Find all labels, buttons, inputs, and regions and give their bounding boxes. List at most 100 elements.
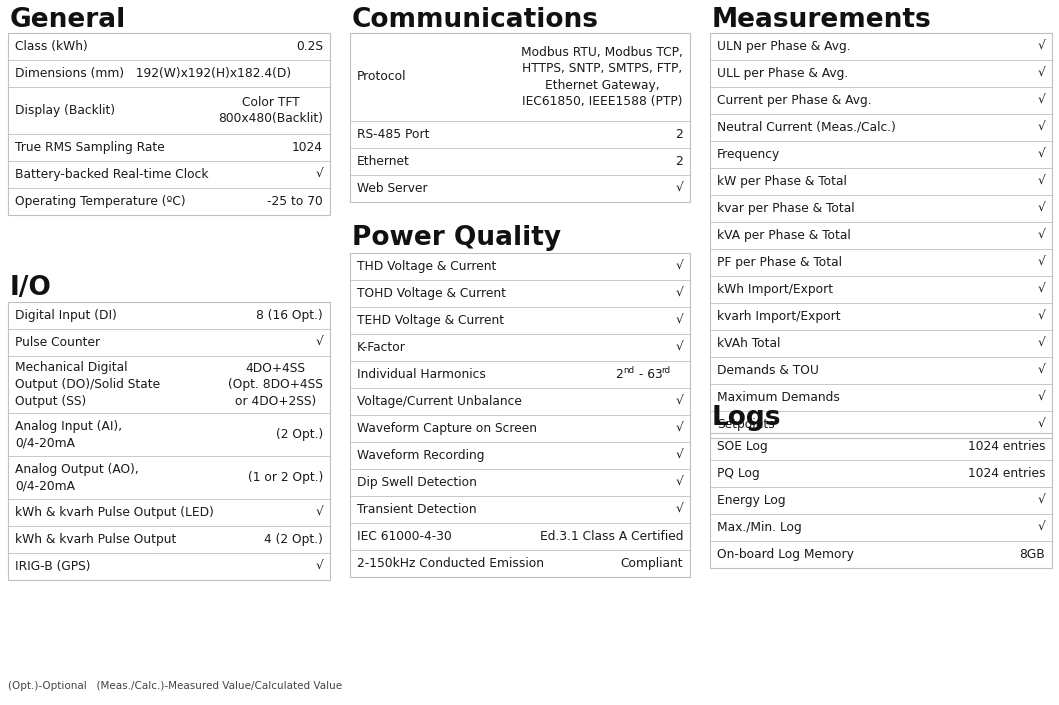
Text: √: √ xyxy=(1037,418,1045,431)
Text: √: √ xyxy=(1037,67,1045,80)
Text: (Opt.)-Optional   (Meas./Calc.)-Measured Value/Calculated Value: (Opt.)-Optional (Meas./Calc.)-Measured V… xyxy=(8,681,342,691)
Text: √: √ xyxy=(1037,148,1045,161)
Text: 8GB: 8GB xyxy=(1019,548,1045,561)
Text: Class (kWh): Class (kWh) xyxy=(15,40,88,53)
Text: 4DO+4SS
(Opt. 8DO+4SS
or 4DO+2SS): 4DO+4SS (Opt. 8DO+4SS or 4DO+2SS) xyxy=(228,362,323,407)
Text: Color TFT
800x480(Backlit): Color TFT 800x480(Backlit) xyxy=(218,96,323,125)
Text: ULN per Phase & Avg.: ULN per Phase & Avg. xyxy=(717,40,850,53)
Text: Maximum Demands: Maximum Demands xyxy=(717,391,840,404)
Text: Display (Backlit): Display (Backlit) xyxy=(15,104,115,117)
Text: √: √ xyxy=(1037,391,1045,404)
Text: TEHD Voltage & Current: TEHD Voltage & Current xyxy=(357,314,504,327)
Text: √: √ xyxy=(1037,256,1045,269)
Text: kWh & kvarh Pulse Output: kWh & kvarh Pulse Output xyxy=(15,533,177,546)
Text: √: √ xyxy=(1037,175,1045,188)
Text: Current per Phase & Avg.: Current per Phase & Avg. xyxy=(717,94,872,107)
Text: √: √ xyxy=(1037,283,1045,296)
Text: True RMS Sampling Rate: True RMS Sampling Rate xyxy=(15,141,165,154)
Text: Frequency: Frequency xyxy=(717,148,780,161)
Text: Ethernet: Ethernet xyxy=(357,155,410,168)
Text: Pulse Counter: Pulse Counter xyxy=(15,336,101,349)
Text: (1 or 2 Opt.): (1 or 2 Opt.) xyxy=(248,471,323,484)
Text: IRIG-B (GPS): IRIG-B (GPS) xyxy=(15,560,90,573)
Text: √: √ xyxy=(1037,310,1045,323)
Text: √: √ xyxy=(316,168,323,181)
Text: 1024: 1024 xyxy=(292,141,323,154)
Text: √: √ xyxy=(676,314,683,327)
Text: kWh & kvarh Pulse Output (LED): kWh & kvarh Pulse Output (LED) xyxy=(15,506,214,519)
Text: Web Server: Web Server xyxy=(357,182,428,195)
Text: Demands & TOU: Demands & TOU xyxy=(717,364,819,377)
Text: K-Factor: K-Factor xyxy=(357,341,406,354)
Text: Protocol: Protocol xyxy=(357,70,407,83)
Text: RS-485 Port: RS-485 Port xyxy=(357,128,430,141)
Text: kVA per Phase & Total: kVA per Phase & Total xyxy=(717,229,850,242)
Text: 0.2S: 0.2S xyxy=(297,40,323,53)
Text: kVAh Total: kVAh Total xyxy=(717,337,780,350)
Text: √: √ xyxy=(1037,494,1045,507)
Text: √: √ xyxy=(676,260,683,273)
Text: √: √ xyxy=(676,422,683,435)
Text: Communications: Communications xyxy=(352,7,599,33)
Text: √: √ xyxy=(316,336,323,349)
Text: -25 to 70: -25 to 70 xyxy=(267,195,323,208)
Text: 1024 entries: 1024 entries xyxy=(968,440,1045,453)
Text: √: √ xyxy=(676,503,683,516)
Text: √: √ xyxy=(676,476,683,489)
Text: rd: rd xyxy=(661,366,670,375)
Text: √: √ xyxy=(1037,337,1045,350)
Text: - 63: - 63 xyxy=(635,368,663,381)
Text: Ed.3.1 Class A Certified: Ed.3.1 Class A Certified xyxy=(539,530,683,543)
Text: Battery-backed Real-time Clock: Battery-backed Real-time Clock xyxy=(15,168,209,181)
Text: Transient Detection: Transient Detection xyxy=(357,503,477,516)
Text: THD Voltage & Current: THD Voltage & Current xyxy=(357,260,497,273)
Text: General: General xyxy=(10,7,126,33)
Text: Operating Temperature (ºC): Operating Temperature (ºC) xyxy=(15,195,185,208)
Text: On-board Log Memory: On-board Log Memory xyxy=(717,548,854,561)
Text: Dip Swell Detection: Dip Swell Detection xyxy=(357,476,477,489)
Text: √: √ xyxy=(1037,121,1045,134)
Text: √: √ xyxy=(676,449,683,462)
Text: √: √ xyxy=(676,341,683,354)
Text: PQ Log: PQ Log xyxy=(717,467,759,480)
Text: ULL per Phase & Avg.: ULL per Phase & Avg. xyxy=(717,67,848,80)
Text: TOHD Voltage & Current: TOHD Voltage & Current xyxy=(357,287,506,300)
Text: 2: 2 xyxy=(615,368,623,381)
Text: kWh Import/Export: kWh Import/Export xyxy=(717,283,833,296)
Bar xyxy=(8,33,330,215)
Bar xyxy=(351,253,690,577)
Text: Logs: Logs xyxy=(712,405,782,431)
Text: kvarh Import/Export: kvarh Import/Export xyxy=(717,310,841,323)
Text: √: √ xyxy=(1037,521,1045,534)
Text: √: √ xyxy=(316,506,323,519)
Text: 2: 2 xyxy=(676,155,683,168)
Text: 4 (2 Opt.): 4 (2 Opt.) xyxy=(264,533,323,546)
Text: Compliant: Compliant xyxy=(621,557,683,570)
Text: Measurements: Measurements xyxy=(712,7,932,33)
Text: 1024 entries: 1024 entries xyxy=(968,467,1045,480)
Text: Neutral Current (Meas./Calc.): Neutral Current (Meas./Calc.) xyxy=(717,121,896,134)
Text: Energy Log: Energy Log xyxy=(717,494,786,507)
Text: Dimensions (mm)   192(W)x192(H)x182.4(D): Dimensions (mm) 192(W)x192(H)x182.4(D) xyxy=(15,67,291,80)
Text: √: √ xyxy=(1037,94,1045,107)
Text: Max./Min. Log: Max./Min. Log xyxy=(717,521,802,534)
Bar xyxy=(710,33,1052,438)
Text: SOE Log: SOE Log xyxy=(717,440,768,453)
Text: √: √ xyxy=(1037,40,1045,53)
Text: kW per Phase & Total: kW per Phase & Total xyxy=(717,175,847,188)
Text: Waveform Capture on Screen: Waveform Capture on Screen xyxy=(357,422,537,435)
Text: Voltage/Current Unbalance: Voltage/Current Unbalance xyxy=(357,395,522,408)
Text: I/O: I/O xyxy=(10,275,52,301)
Bar xyxy=(710,433,1052,568)
Text: Mechanical Digital
Output (DO)/Solid State
Output (SS): Mechanical Digital Output (DO)/Solid Sta… xyxy=(15,362,160,407)
Text: (2 Opt.): (2 Opt.) xyxy=(275,428,323,441)
Text: Setpoints: Setpoints xyxy=(717,418,775,431)
Text: 2-150kHz Conducted Emission: 2-150kHz Conducted Emission xyxy=(357,557,544,570)
Text: Modbus RTU, Modbus TCP,
HTTPS, SNTP, SMTPS, FTP,
Ethernet Gateway,
IEC61850, IEE: Modbus RTU, Modbus TCP, HTTPS, SNTP, SMT… xyxy=(521,46,683,109)
Bar xyxy=(8,302,330,580)
Text: IEC 61000-4-30: IEC 61000-4-30 xyxy=(357,530,452,543)
Text: √: √ xyxy=(676,287,683,300)
Text: √: √ xyxy=(1037,364,1045,377)
Text: Analog Output (AO),
0/4-20mA: Analog Output (AO), 0/4-20mA xyxy=(15,462,139,492)
Text: √: √ xyxy=(1037,202,1045,215)
